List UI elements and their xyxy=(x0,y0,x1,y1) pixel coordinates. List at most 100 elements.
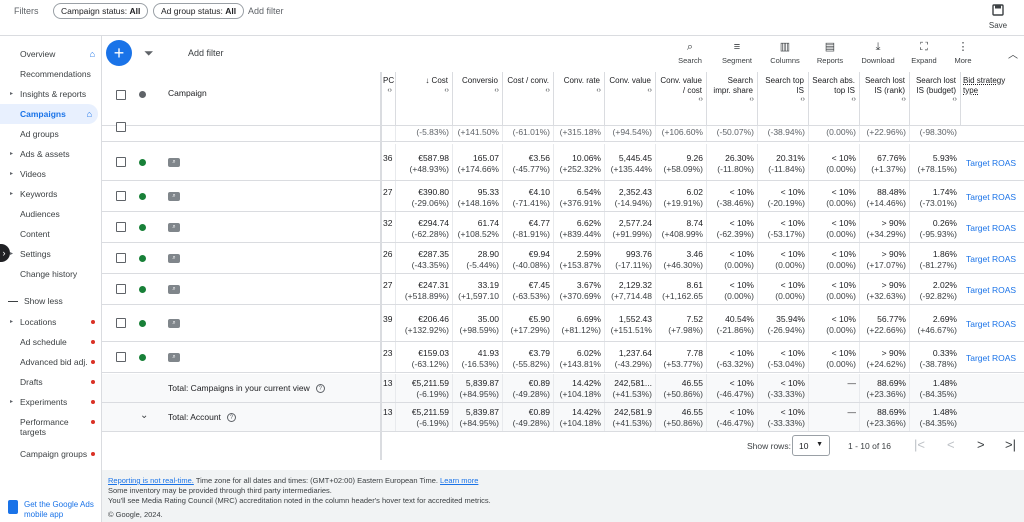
table-cell: 242,581... (+41.53%) xyxy=(604,374,655,402)
column-header[interactable]: Cost / conv. ‹ › xyxy=(502,72,553,126)
sidebar-item-locations[interactable]: ▸ Locations xyxy=(0,312,101,332)
first-page-icon[interactable]: |< xyxy=(914,437,925,452)
toolbar-reports-button[interactable]: ▤ Reports xyxy=(808,40,852,65)
column-header[interactable]: Conversio ‹ › xyxy=(452,72,502,126)
sidebar-item-content[interactable]: Content xyxy=(0,224,101,244)
sidebar-item-change-history[interactable]: Change history xyxy=(0,264,101,284)
toolbar-expand-button[interactable]: ⛶ Expand xyxy=(902,40,946,65)
toolbar-search-button[interactable]: ⌕ Search xyxy=(668,40,712,65)
cell-value: 40.54% xyxy=(725,314,754,324)
cell-change: (+7.98%) xyxy=(668,324,703,335)
row-checkbox[interactable] xyxy=(116,352,126,362)
caret-right-icon: ▸ xyxy=(10,171,14,177)
prev-page-icon[interactable]: < xyxy=(947,437,955,452)
cell-value: < 10% xyxy=(831,187,856,197)
caret-right-icon: ▸ xyxy=(10,251,14,257)
ad-group-status-chip[interactable]: Ad group status: All xyxy=(153,3,245,19)
reporting-not-realtime-link[interactable]: Reporting is not real-time. xyxy=(108,476,194,485)
rows-per-page-select[interactable]: 10 ▼ xyxy=(792,435,830,456)
table-cell: €390.80 (-29.06%) xyxy=(395,181,452,211)
help-icon[interactable]: ? xyxy=(315,384,325,394)
learn-more-link[interactable]: Learn more xyxy=(440,476,479,485)
sidebar-item-overview[interactable]: Overview ⌂ xyxy=(0,44,101,64)
toolbar-columns-button[interactable]: ▥ Columns xyxy=(763,40,807,65)
column-header[interactable]: Conv. value / cost ‹ › xyxy=(655,72,706,126)
table-row: ⌕ 32 €294.74 (-62.28%) 61.74 (+108.52% €4.77 (-… xyxy=(102,212,1024,243)
bid-strategy-link[interactable]: Target ROAS xyxy=(966,319,1017,329)
sidebar-item-experiments[interactable]: ▸ Experiments xyxy=(0,392,101,412)
row-checkbox[interactable] xyxy=(116,191,126,201)
save-button[interactable]: Save xyxy=(986,4,1010,30)
column-header[interactable]: ↓ Cost ‹ › xyxy=(395,72,452,126)
sidebar-item-settings[interactable]: ▸ Settings xyxy=(0,244,101,264)
row-checkbox[interactable] xyxy=(116,284,126,294)
column-header[interactable]: PC ‹ › xyxy=(380,72,395,126)
column-header[interactable]: Search top IS ‹ › xyxy=(757,72,808,126)
chevron-up-icon[interactable]: ︿ xyxy=(1008,50,1018,61)
chevron-down-icon[interactable]: ⌄ xyxy=(140,410,149,421)
sidebar-item-insights-reports[interactable]: ▸ Insights & reports xyxy=(0,84,101,104)
table-cell: 0.33% (-38.78%) xyxy=(909,342,960,372)
column-header[interactable]: Conv. rate ‹ › xyxy=(553,72,604,126)
toolbar-download-button[interactable]: ⤓ Download xyxy=(856,40,900,65)
column-header[interactable]: Search abs. top IS ‹ › xyxy=(808,72,859,126)
add-filter-button[interactable]: Add filter xyxy=(188,48,224,58)
cell-value: 6.62% xyxy=(576,218,601,228)
sort-arrows-icon: ‹ › xyxy=(952,96,957,103)
column-header[interactable]: Search lost IS (rank) ‹ › xyxy=(859,72,909,126)
help-icon[interactable]: ? xyxy=(226,413,236,423)
sidebar-item-ads-assets[interactable]: ▸ Ads & assets xyxy=(0,144,101,164)
bid-strategy-link[interactable]: Target ROAS xyxy=(966,192,1017,202)
cell-value: €3.79 xyxy=(528,348,550,358)
column-header[interactable]: Bid strategy type xyxy=(960,72,1024,126)
sidebar-item-ad-groups[interactable]: Ad groups xyxy=(0,124,101,144)
campaign-column-header[interactable]: Campaign xyxy=(168,88,207,98)
column-header[interactable]: Search lost IS (budget) ‹ › xyxy=(909,72,960,126)
sidebar-item-videos[interactable]: ▸ Videos xyxy=(0,164,101,184)
sidebar-item-keywords[interactable]: ▸ Keywords xyxy=(0,184,101,204)
bid-strategy-link[interactable]: Target ROAS xyxy=(966,223,1017,233)
bid-strategy-link[interactable]: Target ROAS xyxy=(966,285,1017,295)
filter-icon[interactable]: ⏷ xyxy=(144,46,154,60)
row-checkbox[interactable] xyxy=(116,318,126,328)
sidebar-item-drafts[interactable]: Drafts xyxy=(0,372,101,392)
bid-strategy-link[interactable]: Target ROAS xyxy=(966,158,1017,168)
row-checkbox[interactable] xyxy=(116,157,126,167)
last-page-icon[interactable]: >| xyxy=(1005,437,1016,452)
table-row: ⌕ 27 €390.80 (-29.06%) 95.33 (+148.16% €4.10 (-… xyxy=(102,181,1024,212)
toolbar-segment-button[interactable]: ≡ Segment xyxy=(715,40,759,65)
column-header[interactable]: Conv. value ‹ › xyxy=(604,72,655,126)
toolbar-more-button[interactable]: ⋮ More xyxy=(941,40,985,65)
row-checkbox[interactable] xyxy=(116,222,126,232)
table-header: Campaign PC ‹ › ↓ Cost ‹ › Conversio ‹ › Cost /… xyxy=(102,72,1024,126)
cell-change: (+48.93%) xyxy=(409,163,449,174)
alert-dot xyxy=(91,380,95,384)
row-checkbox[interactable] xyxy=(116,122,126,132)
sidebar-item-audiences[interactable]: Audiences xyxy=(0,204,101,224)
cell-value: €0.89 xyxy=(528,407,550,417)
bid-strategy-link[interactable]: Target ROAS xyxy=(966,353,1017,363)
sidebar-item-advanced-bid-adj[interactable]: Advanced bid adj. xyxy=(0,352,101,372)
column-header[interactable]: Search impr. share ‹ › xyxy=(706,72,757,126)
row-checkbox[interactable] xyxy=(116,253,126,263)
sidebar-item-campaigns[interactable]: Campaigns ⌂ xyxy=(0,104,98,124)
select-all-checkbox[interactable] xyxy=(116,90,126,100)
bid-strategy-link[interactable]: Target ROAS xyxy=(966,254,1017,264)
cell-change: (-29.06%) xyxy=(411,197,449,208)
alert-dot xyxy=(91,400,95,404)
campaign-status-chip[interactable]: Campaign status: All xyxy=(53,3,149,19)
collapse-sidebar-icon[interactable]: › xyxy=(0,244,10,262)
cell-change: (+148.16% xyxy=(457,197,499,208)
sidebar-item-ad-schedule[interactable]: Ad schedule xyxy=(0,332,101,352)
sidebar-item-campaign-groups[interactable]: Campaign groups xyxy=(0,444,101,464)
sidebar-item-label: Ad schedule xyxy=(20,337,67,347)
cell-change: (+17.07%) xyxy=(866,259,906,270)
create-button[interactable]: + xyxy=(106,40,132,66)
cell-value: 6.54% xyxy=(576,187,601,197)
show-less-toggle[interactable]: Show less xyxy=(8,296,63,306)
cell-change: (-46.47%) xyxy=(716,417,754,428)
sidebar-item-performance-targets[interactable]: Performance targets xyxy=(0,412,101,442)
sidebar-item-recommendations[interactable]: Recommendations xyxy=(0,64,101,84)
next-page-icon[interactable]: > xyxy=(977,437,985,452)
add-filter-link[interactable]: Add filter xyxy=(248,6,284,16)
